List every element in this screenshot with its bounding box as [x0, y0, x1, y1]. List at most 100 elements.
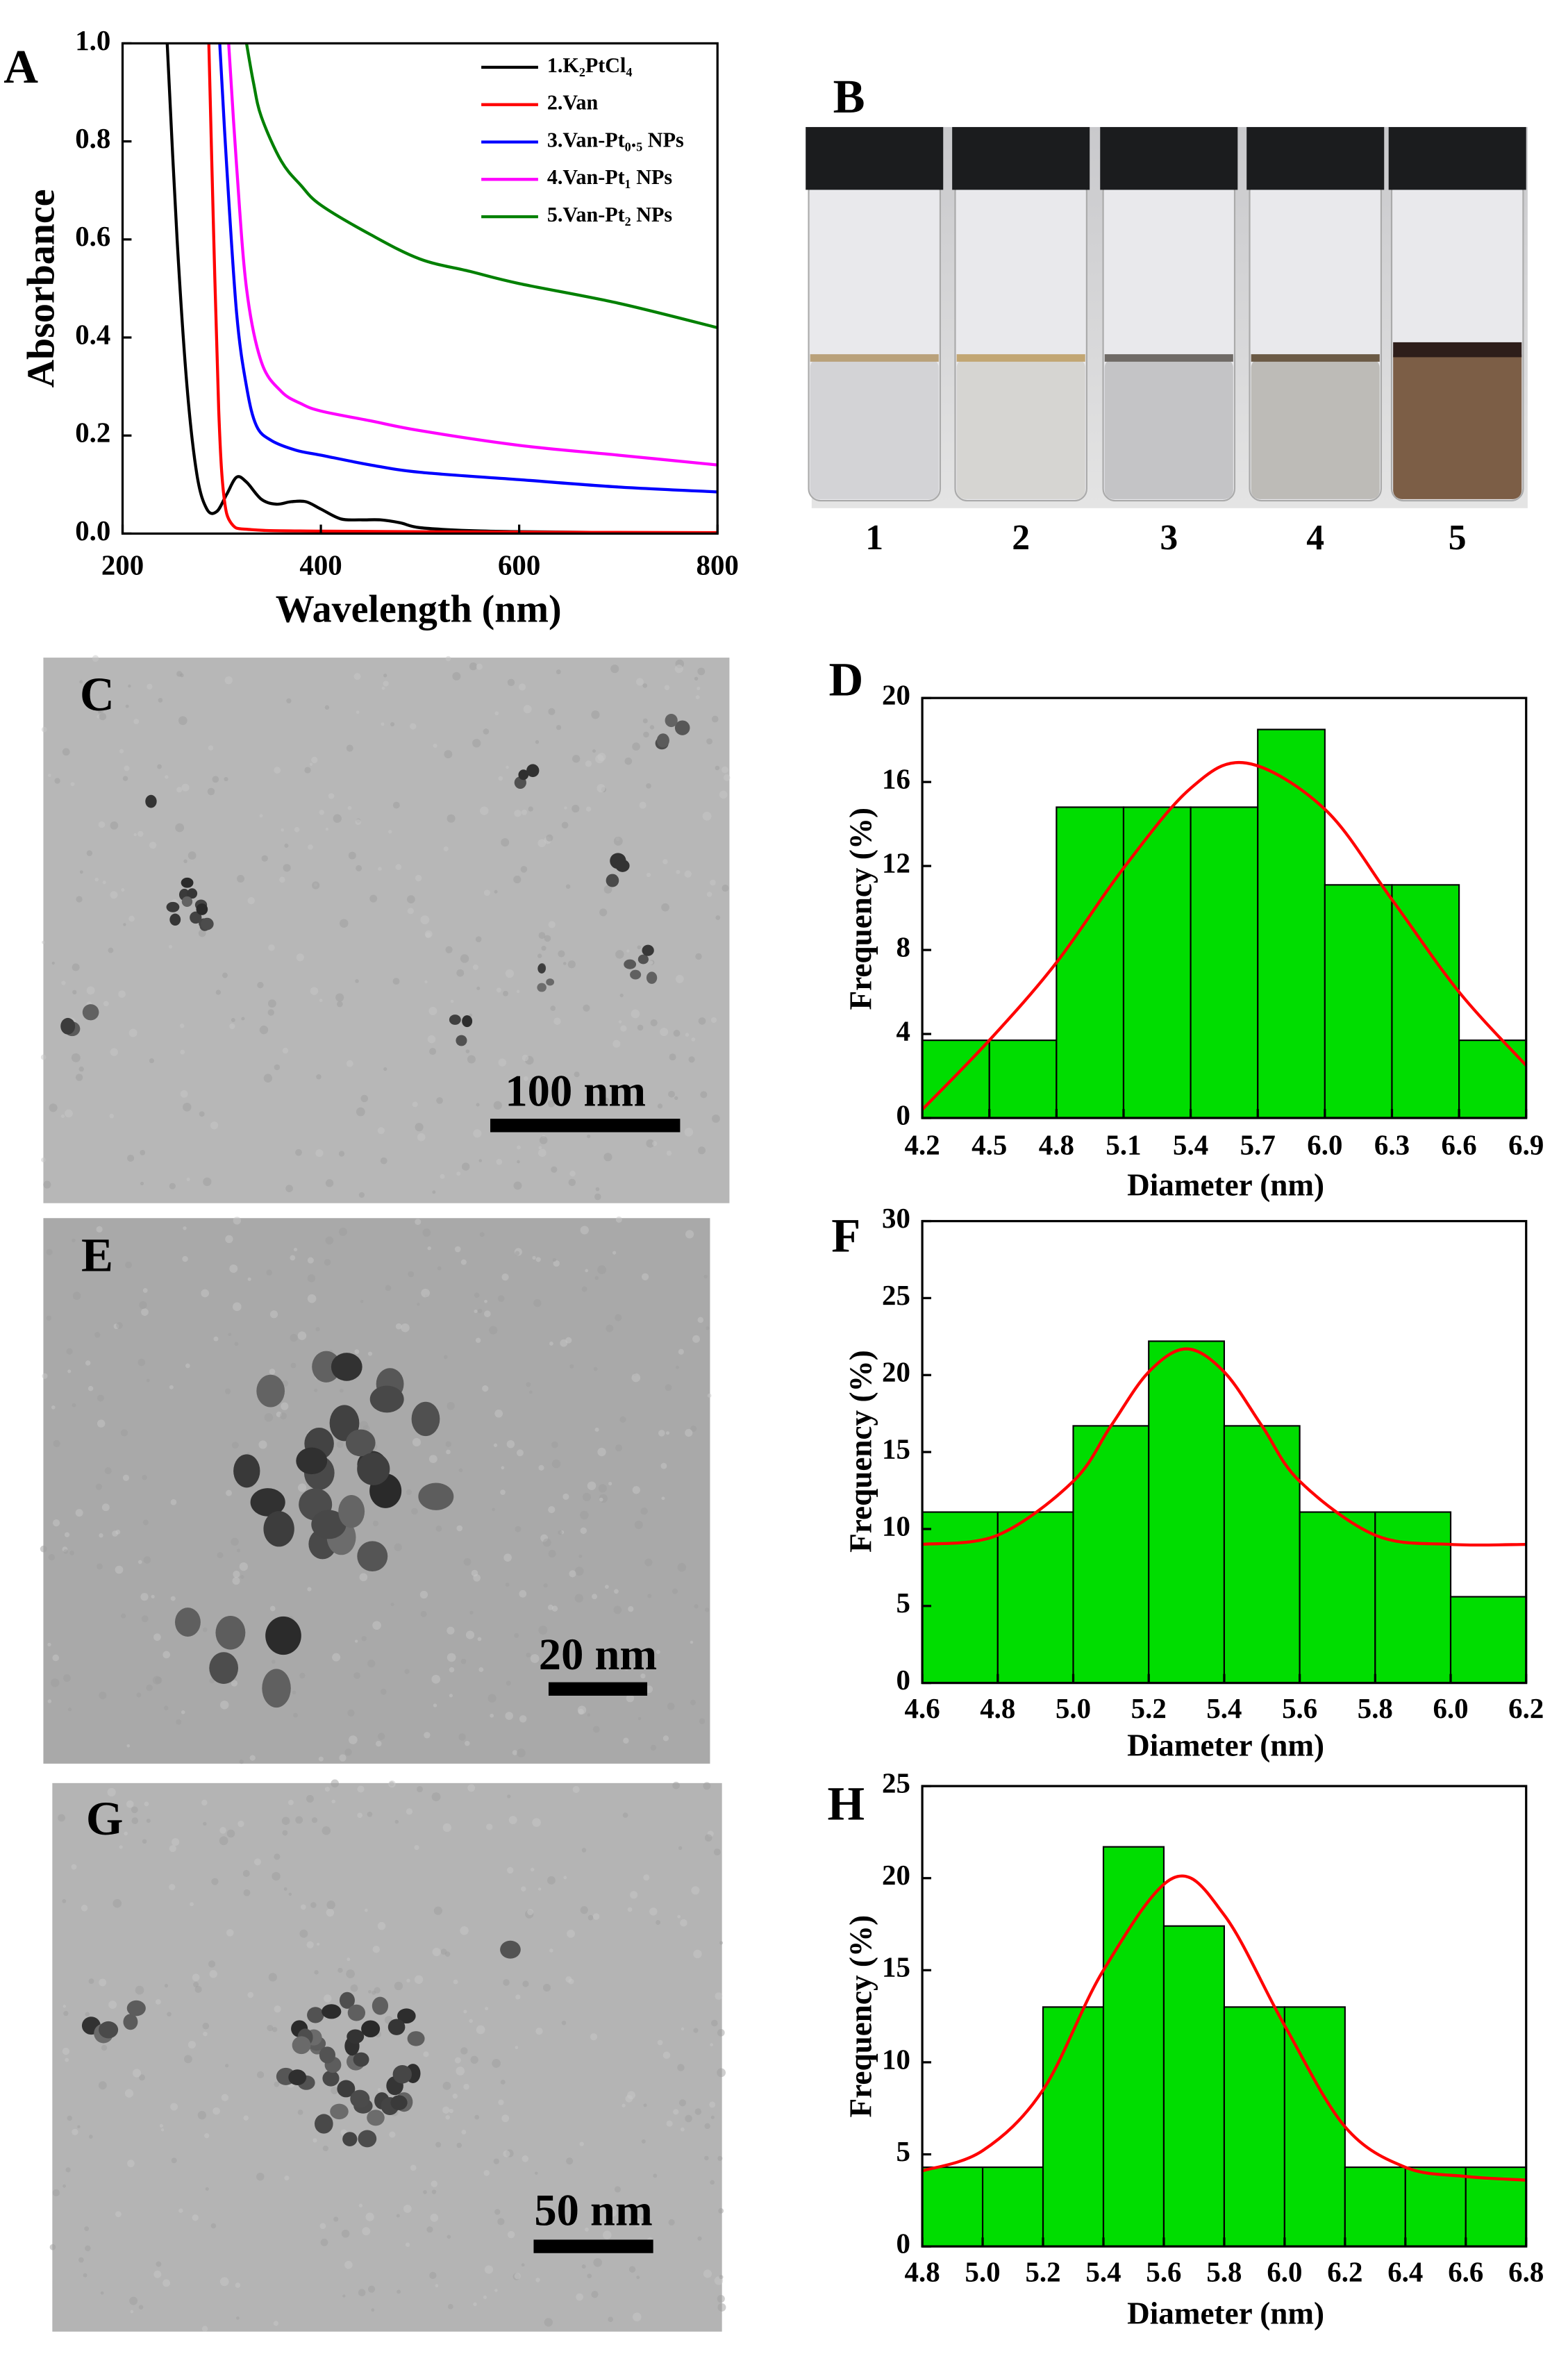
texture	[435, 2141, 442, 2148]
texture	[653, 2173, 658, 2178]
texture	[448, 2304, 453, 2310]
texture	[660, 1028, 669, 1037]
vial-caption: 5	[1449, 518, 1467, 558]
texture	[170, 1499, 177, 1505]
texture	[67, 1707, 72, 1712]
texture	[356, 1107, 365, 1117]
texture	[456, 1171, 461, 1176]
texture	[192, 2214, 199, 2221]
texture	[221, 2094, 229, 2102]
particle	[339, 1992, 355, 2009]
data-line	[207, 43, 718, 534]
texture	[256, 2172, 265, 2181]
texture	[612, 1251, 617, 1255]
texture	[476, 2025, 485, 2035]
texture	[474, 2114, 480, 2120]
texture	[368, 2285, 376, 2293]
texture	[664, 685, 670, 690]
texture	[521, 809, 527, 815]
texture	[474, 1292, 480, 1299]
texture	[142, 1519, 149, 1526]
texture	[292, 1690, 297, 1695]
x-tick-label: 6.6	[1448, 2256, 1483, 2287]
texture	[594, 1276, 599, 1280]
particle	[123, 2014, 138, 2030]
texture	[627, 2091, 635, 2100]
scale-bar-label: 100 nm	[505, 1066, 646, 1116]
texture	[160, 2128, 165, 2132]
texture	[267, 2025, 274, 2032]
particle	[322, 2004, 342, 2019]
texture	[358, 2289, 366, 2296]
texture	[644, 1558, 653, 1567]
histogram-bar	[1299, 1511, 1376, 1684]
texture	[348, 851, 356, 860]
texture	[521, 1886, 526, 1892]
texture	[153, 1633, 161, 1642]
texture	[632, 2312, 642, 2322]
texture	[288, 1892, 292, 1896]
texture	[353, 1672, 360, 1679]
texture	[690, 1640, 694, 1644]
particle	[60, 1017, 76, 1035]
particle	[449, 1014, 461, 1025]
texture	[560, 1339, 568, 1347]
texture	[268, 944, 275, 951]
texture	[717, 2303, 726, 2312]
texture	[47, 1642, 51, 1646]
texture	[484, 2265, 494, 2274]
particle	[345, 1429, 376, 1457]
texture	[247, 1277, 251, 1281]
texture	[522, 1054, 529, 1062]
texture	[141, 1308, 149, 1316]
texture	[585, 1086, 593, 1094]
texture	[649, 960, 653, 965]
texture	[565, 1976, 572, 1983]
histogram-bar	[1391, 884, 1460, 1119]
scale-bar-label: 20 nm	[539, 1629, 657, 1679]
texture	[615, 950, 624, 959]
texture	[666, 1150, 672, 1156]
histogram-bar	[921, 2166, 984, 2248]
texture	[333, 2216, 339, 2222]
texture	[125, 704, 129, 708]
texture	[210, 1121, 219, 1130]
texture	[513, 876, 522, 884]
texture	[235, 2282, 241, 2288]
texture	[694, 2108, 702, 2115]
texture	[522, 2155, 529, 2162]
texture	[168, 944, 173, 949]
texture	[205, 2187, 209, 2191]
vial-caption: 3	[1160, 518, 1178, 558]
texture	[290, 1362, 297, 1369]
texture	[710, 2043, 714, 2047]
texture	[458, 1733, 466, 1741]
texture	[463, 2083, 469, 2090]
texture	[662, 2051, 671, 2060]
texture	[599, 1497, 603, 1502]
texture	[476, 986, 481, 990]
texture	[500, 1489, 506, 1495]
texture	[390, 721, 395, 727]
meniscus	[1104, 354, 1233, 362]
texture	[61, 980, 66, 985]
texture	[95, 1483, 103, 1490]
particle	[319, 2046, 336, 2064]
texture	[447, 1401, 455, 1410]
texture	[563, 1876, 567, 1880]
particle	[390, 2095, 408, 2110]
x-tick-label: 5.6	[1146, 2256, 1181, 2287]
texture	[326, 1908, 335, 1917]
texture	[306, 1941, 314, 1948]
texture	[597, 1447, 606, 1457]
texture	[202, 1627, 208, 1633]
x-tick-label: 4.6	[905, 1693, 940, 1724]
texture	[296, 953, 304, 962]
texture	[632, 1486, 640, 1494]
texture	[433, 1906, 442, 1915]
texture	[110, 1048, 118, 1056]
legend-label: 3.Van-Pt₀.₅ NPs	[547, 128, 684, 151]
texture	[98, 821, 106, 828]
scale-bar-label: 50 nm	[534, 2185, 652, 2235]
texture	[706, 1326, 710, 1330]
